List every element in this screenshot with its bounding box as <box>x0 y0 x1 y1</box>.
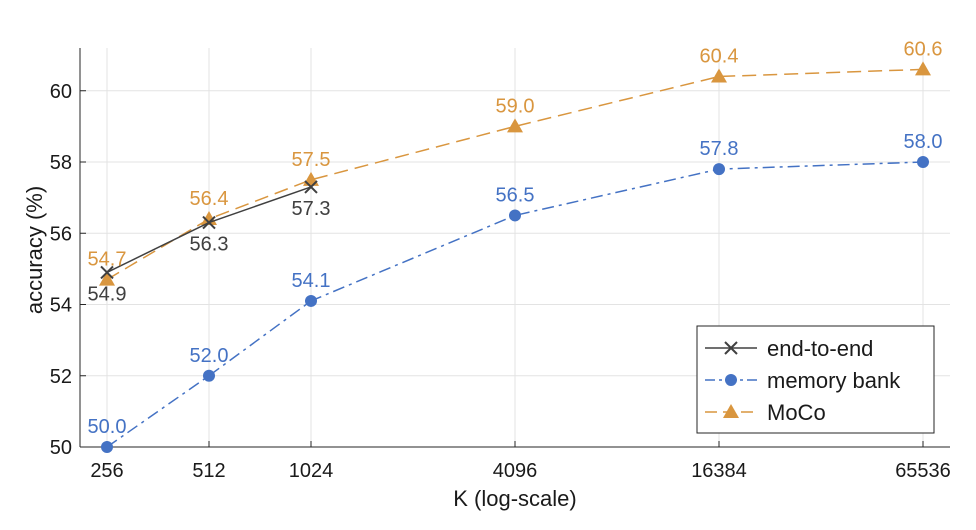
y-tick-label: 50 <box>50 437 72 459</box>
end-to-end-point <box>100 265 114 280</box>
moco-data-label: 56.4 <box>190 188 229 210</box>
memory-bank-data-label: 50.0 <box>88 416 127 438</box>
y-tick-label: 52 <box>50 366 72 388</box>
memory-bank-line <box>106 161 924 448</box>
end-to-end-data-label: 54.9 <box>88 283 127 305</box>
moco-data-label: 57.5 <box>292 149 331 171</box>
moco-data-label: 59.0 <box>496 95 535 117</box>
memory-bank-point <box>509 209 521 222</box>
legend-marker-end-to-end <box>724 341 738 355</box>
x-tick-label: 256 <box>90 460 123 482</box>
end-to-end-point <box>202 215 216 230</box>
x-tick-label: 16384 <box>691 460 747 482</box>
data-labels: 54.9 56.3 57.3 50.0 52.0 54.1 56.5 57.8 58.0 54.7… <box>88 38 943 438</box>
memory-bank-point <box>203 369 215 382</box>
end-to-end-data-label: 56.3 <box>190 234 229 256</box>
x-marker-stroke <box>100 265 114 280</box>
memory-bank-point <box>713 163 725 176</box>
moco-data-label: 60.4 <box>700 46 739 68</box>
x-marker-stroke <box>304 180 318 194</box>
x-axis-title: K (log-scale) <box>453 486 576 511</box>
legend: end-to-end memory bank MoCo <box>696 325 935 434</box>
legend-label-memory-bank: memory bank <box>767 368 901 393</box>
y-axis-title: accuracy (%) <box>22 186 47 314</box>
x-marker-stroke <box>724 341 738 355</box>
y-tick-label: 60 <box>50 81 72 103</box>
x-marker-stroke <box>202 215 216 230</box>
legend-label-moco: MoCo <box>767 400 826 425</box>
x-tick-label: 4096 <box>493 460 538 482</box>
legend-label-end-to-end: end-to-end <box>767 336 873 361</box>
grid <box>80 48 950 448</box>
memory-bank-point <box>101 441 113 453</box>
moco-data-label: 54.7 <box>88 249 127 271</box>
y-tick-label: 54 <box>50 295 72 317</box>
memory-bank-data-label: 54.1 <box>292 270 331 292</box>
memory-bank-data-label: 58.0 <box>904 131 943 153</box>
memory-bank-point <box>305 294 317 307</box>
legend-marker-memory-bank <box>725 374 737 386</box>
legend-marker-moco <box>723 404 739 418</box>
memory-bank-data-label: 57.8 <box>700 138 739 160</box>
x-tick-label: 65536 <box>895 460 951 482</box>
memory-bank-data-label: 52.0 <box>190 345 229 367</box>
memory-bank-data-label: 56.5 <box>496 184 535 206</box>
x-tick-label: 1024 <box>289 460 334 482</box>
memory-bank-point <box>917 156 929 168</box>
moco-point <box>99 271 115 286</box>
end-to-end-data-label: 57.3 <box>292 198 331 220</box>
moco-point <box>915 61 931 76</box>
moco-point <box>711 68 727 83</box>
moco-point <box>507 118 523 133</box>
series-layer <box>99 61 931 453</box>
axes: 50 52 54 56 58 60 256 512 1024 4096 16384 65536 <box>50 48 951 482</box>
moco-data-label: 60.6 <box>904 38 943 60</box>
moco-line <box>106 68 924 281</box>
x-tick-label: 512 <box>192 460 225 482</box>
y-tick-label: 58 <box>50 152 72 174</box>
end-to-end-point <box>304 180 318 194</box>
y-tick-label: 56 <box>50 223 72 245</box>
